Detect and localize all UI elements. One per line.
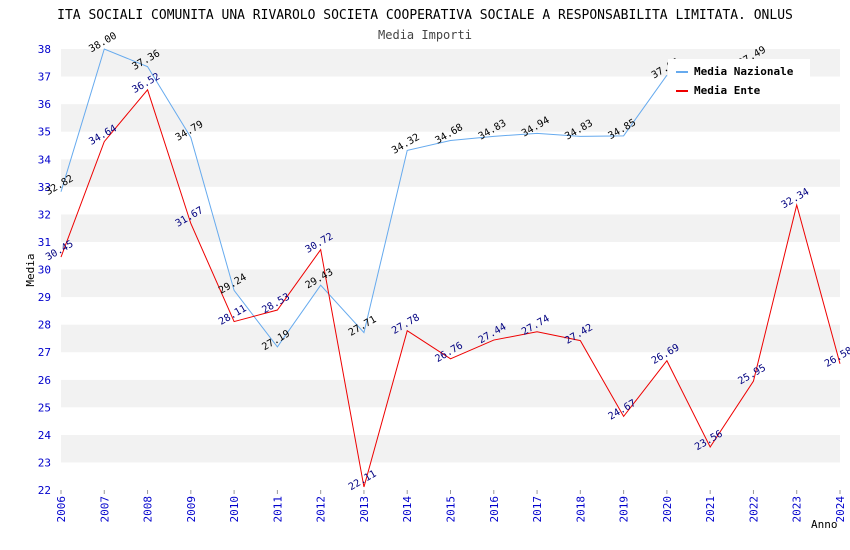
- grid-band: [61, 241, 840, 270]
- grid-band: [61, 104, 840, 132]
- y-axis-label: Media: [24, 253, 37, 286]
- x-axis-ticks: 2006 2007 2008 2009 2010 2011 2012 2013 2014 2015…: [55, 490, 847, 523]
- y-axis-ticks: 22 23 24 25 26 27 28 29 30 31 32 33 34 35 36 37 38: [38, 43, 52, 497]
- y-tick-label: 31: [38, 236, 51, 249]
- y-tick-label: 33: [38, 181, 51, 194]
- grid-band: [61, 159, 840, 187]
- y-tick-label: 25: [38, 401, 51, 414]
- x-tick-label: 2018: [574, 496, 587, 523]
- x-tick-label: 2017: [531, 496, 544, 523]
- series-lines: [60, 49, 841, 488]
- x-tick-label: 2015: [445, 496, 458, 523]
- y-tick-label: 30: [38, 264, 51, 277]
- y-tick-label: 23: [38, 456, 51, 469]
- y-tick-label: 22: [38, 484, 51, 497]
- grid-band: [61, 434, 840, 463]
- y-tick-label: 24: [38, 429, 52, 442]
- y-tick-label: 26: [38, 374, 51, 387]
- grid-band: [61, 269, 840, 298]
- grid-band: [61, 186, 840, 215]
- x-tick-label: 2024: [834, 496, 847, 523]
- x-tick-label: 2020: [661, 496, 674, 523]
- x-tick-label: 2010: [228, 496, 241, 523]
- grid-band: [61, 297, 840, 325]
- x-tick-label: 2023: [791, 496, 804, 523]
- x-tick-label: 2009: [185, 496, 198, 523]
- x-tick-label: 2014: [401, 496, 414, 523]
- grid-band: [61, 324, 840, 353]
- y-tick-label: 36: [38, 98, 51, 111]
- y-tick-label: 38: [38, 43, 51, 56]
- grid-band: [61, 214, 840, 242]
- legend-label-media-ente: Media Ente: [694, 84, 761, 97]
- x-tick-label: 2019: [618, 496, 631, 523]
- x-tick-label: 2006: [55, 496, 68, 523]
- y-tick-label: 29: [38, 291, 51, 304]
- x-tick-label: 2013: [358, 496, 371, 523]
- legend-box: [668, 59, 810, 101]
- x-tick-label: 2008: [142, 496, 155, 523]
- x-tick-label: 2007: [98, 496, 111, 523]
- x-tick-label: 2012: [315, 496, 328, 523]
- y-tick-label: 32: [38, 208, 51, 221]
- grid-band: [61, 407, 840, 435]
- y-tick-label: 35: [38, 126, 51, 139]
- grid-band: [61, 131, 840, 160]
- chart-subtitle: Media Importi: [378, 28, 472, 42]
- x-tick-label: 2021: [704, 496, 717, 523]
- chart-title: ITA SOCIALI COMUNITA UNA RIVAROLO SOCIET…: [57, 8, 793, 23]
- x-tick-label: 2022: [747, 496, 760, 523]
- grid-bands: [61, 49, 840, 490]
- grid-band: [61, 379, 840, 408]
- y-tick-label: 27: [38, 346, 51, 359]
- legend-label-media-nazionale: Media Nazionale: [694, 65, 794, 78]
- legend: Media Nazionale Media Ente: [668, 59, 810, 101]
- x-tick-label: 2011: [271, 496, 284, 523]
- y-tick-label: 34: [38, 153, 52, 166]
- grid-band: [61, 462, 840, 490]
- x-axis-label: Anno: [811, 518, 838, 531]
- x-tick-label: 2016: [488, 496, 501, 523]
- y-tick-label: 37: [38, 71, 51, 84]
- series-line-media-ente: [60, 88, 841, 488]
- y-tick-label: 28: [38, 319, 51, 332]
- grid-band: [61, 352, 840, 380]
